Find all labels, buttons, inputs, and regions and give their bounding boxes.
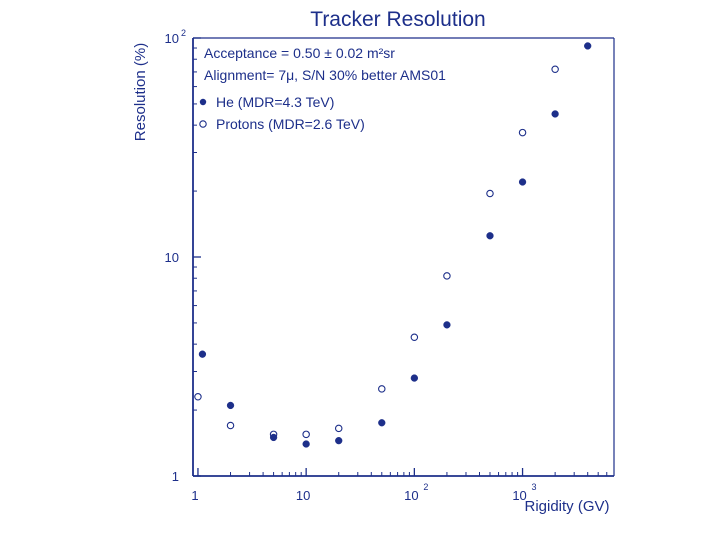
he-data-point xyxy=(378,419,386,427)
proton-data-point xyxy=(443,272,451,280)
he-data-point xyxy=(302,440,310,448)
proton-data-point xyxy=(302,430,310,439)
proton-data-point xyxy=(194,393,202,401)
annotations: Acceptance = 0.50 ± 0.02 m²sr Alignment=… xyxy=(204,45,446,83)
x-tick-label: 10 xyxy=(404,488,418,503)
proton-data-point xyxy=(334,424,343,433)
x-tick-exponent: 3 xyxy=(532,482,537,492)
he-data-point xyxy=(335,437,343,445)
x-tick-label: 1 xyxy=(191,488,198,503)
x-tick-label: 10 xyxy=(512,488,526,503)
annotation-acceptance: Acceptance = 0.50 ± 0.02 m²sr xyxy=(204,45,395,61)
x-tick-exponent: 2 xyxy=(423,482,428,492)
he-data-point xyxy=(226,401,235,410)
legend-marker-protons xyxy=(199,120,207,128)
y-axis-label: Resolution (%) xyxy=(132,43,149,141)
proton-data-point xyxy=(378,385,386,393)
annotation-alignment: Alignment= 7μ, S/N 30% better AMS01 xyxy=(204,67,446,83)
proton-data-point xyxy=(518,128,527,137)
y-tick-label: 10 xyxy=(165,31,179,46)
y-tick-exponent: 2 xyxy=(181,28,186,38)
legend-label-he: He (MDR=4.3 TeV) xyxy=(216,94,334,110)
proton-data-point xyxy=(226,421,235,430)
x-tick-label: 10 xyxy=(296,488,310,503)
proton-data-point xyxy=(410,333,419,342)
he-data-point xyxy=(410,374,419,382)
he-data-point xyxy=(486,232,494,240)
he-data-point xyxy=(518,178,527,186)
y-tick-label: 1 xyxy=(172,469,179,484)
he-data-point xyxy=(584,42,592,50)
legend-marker-he xyxy=(199,98,207,106)
y-tick-label: 10 xyxy=(165,250,179,265)
proton-data-point xyxy=(269,430,278,439)
he-data-point xyxy=(443,321,451,329)
he-data-point xyxy=(198,350,207,358)
data-points xyxy=(194,42,592,448)
chart-title: Tracker Resolution xyxy=(310,8,485,31)
he-data-point xyxy=(551,110,559,118)
legend-label-protons: Protons (MDR=2.6 TeV) xyxy=(216,116,365,132)
legend: He (MDR=4.3 TeV) Protons (MDR=2.6 TeV) xyxy=(199,94,365,132)
x-axis-label: Rigidity (GV) xyxy=(524,498,609,515)
proton-data-point xyxy=(486,189,494,198)
proton-data-point xyxy=(551,65,559,73)
